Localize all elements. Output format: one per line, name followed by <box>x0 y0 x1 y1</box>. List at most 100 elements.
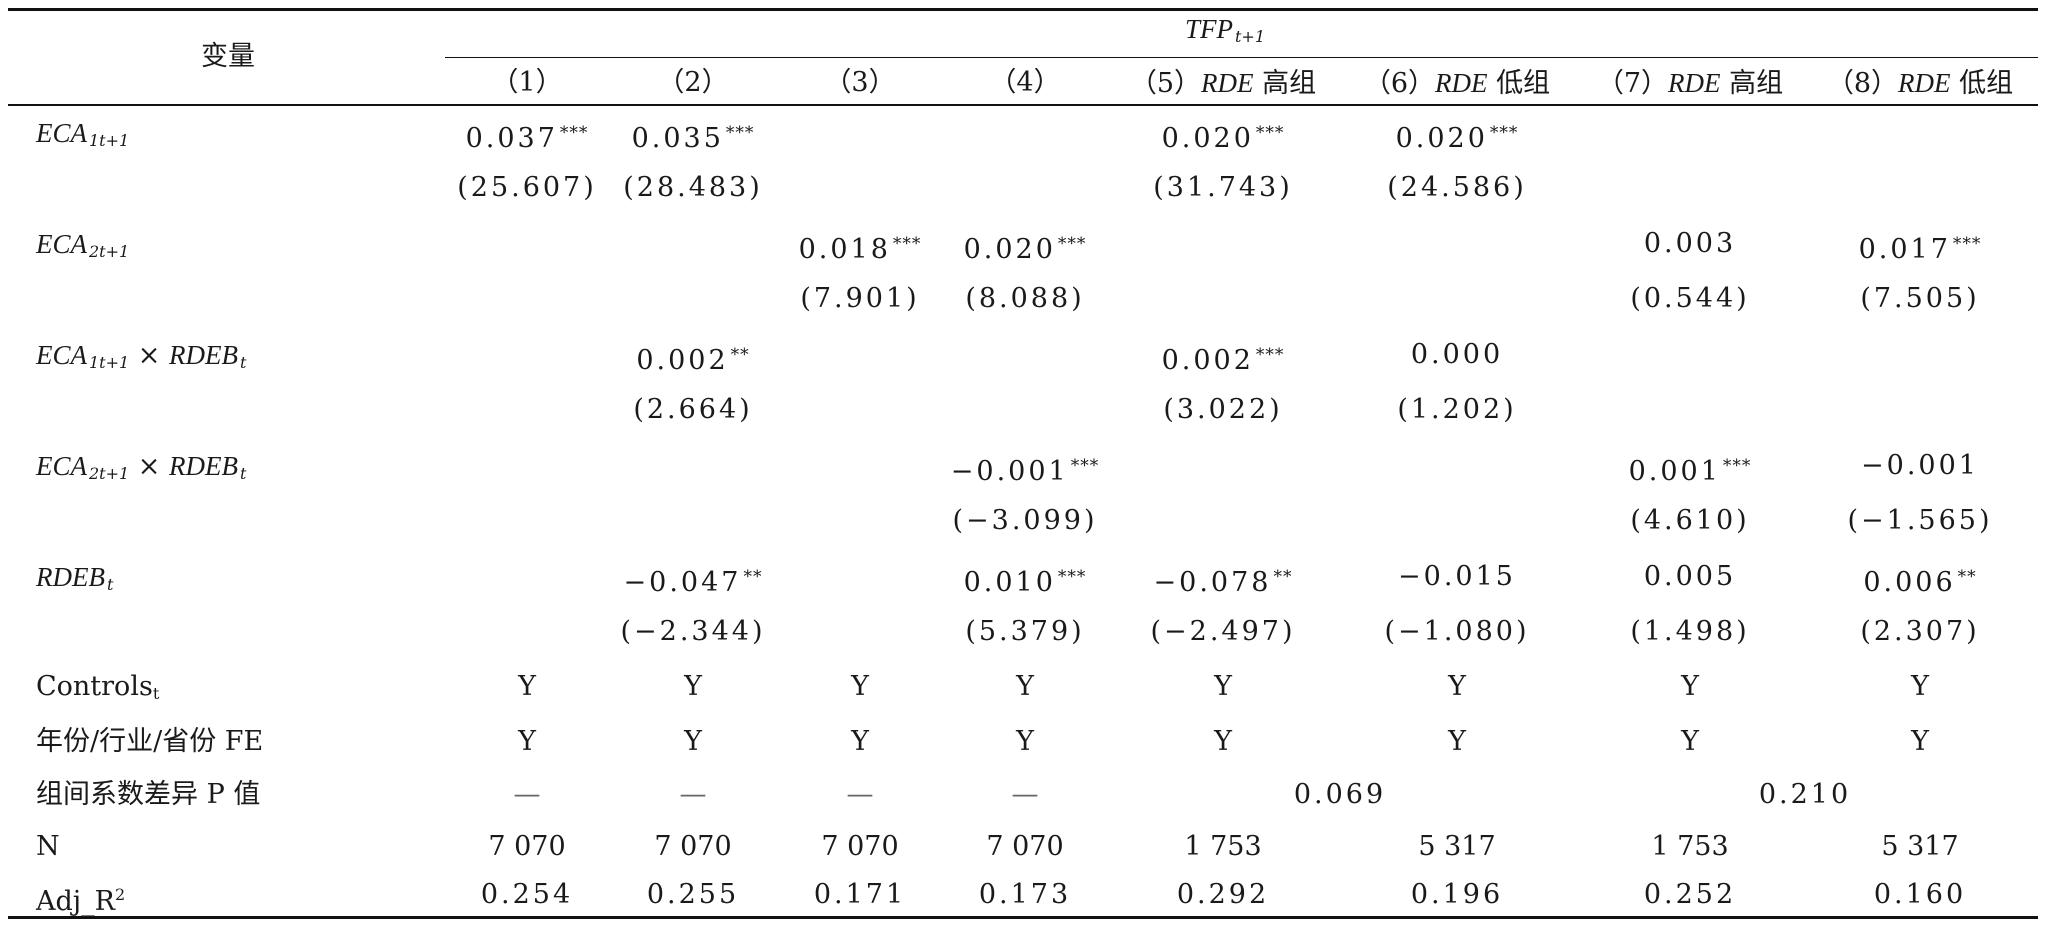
n-cell: 1 753 <box>1184 830 1261 864</box>
coefficient-value: 0.010 <box>963 567 1056 598</box>
pdiff-value: 0.210 <box>1758 779 1852 810</box>
significance-stars: *** <box>1057 567 1087 587</box>
row-label-text-2: RDEB <box>169 451 238 481</box>
significance-stars: *** <box>892 234 922 254</box>
t-statistic-value: (−1.080) <box>1384 616 1530 647</box>
t-statistic-cell: (24.586) <box>1387 171 1527 205</box>
coefficient-cell: 0.001 *** <box>1629 449 1752 489</box>
t-statistic-cell: (4.610) <box>1630 504 1749 538</box>
n-cell: 5 317 <box>1418 830 1495 864</box>
column-header-6: （6）RDE 低组 <box>1364 66 1550 101</box>
controls-value: Y <box>684 671 702 702</box>
coefficient-value: 0.020 <box>1395 123 1488 154</box>
t-statistic-cell: (2.664) <box>633 393 752 427</box>
fe-value: Y <box>1016 726 1034 757</box>
adj-r2-cell: 0.173 <box>979 878 1071 912</box>
row-label-eca1: ECA 1t+1 <box>36 116 129 158</box>
n-value: 7 070 <box>986 831 1064 862</box>
controls-cell: Y <box>518 670 536 704</box>
row-label-text-2: RDEB <box>169 340 238 370</box>
row-label-subscript: 2t+1 <box>89 242 130 261</box>
fe-cell: Y <box>1911 725 1929 759</box>
column-group: 低组 <box>1496 68 1551 99</box>
t-statistic-cell: (25.607) <box>457 171 597 205</box>
t-statistic-cell: (−1.080) <box>1385 615 1530 649</box>
column-group: 低组 <box>1959 68 2014 99</box>
row-label-superscript: 2 <box>114 885 126 904</box>
column-number: （3） <box>824 67 896 98</box>
controls-cell: Y <box>1016 670 1034 704</box>
column-number: （7） <box>1596 68 1669 99</box>
t-statistic-value: (−2.497) <box>1150 616 1296 647</box>
n-cell: 7 070 <box>821 830 898 864</box>
row-label-text: Controls <box>36 671 153 702</box>
row-label-controls: Controlst <box>36 670 159 711</box>
adj-r2-cell: 0.252 <box>1644 878 1736 912</box>
pdiff-dash-cell: — <box>680 778 707 812</box>
top-rule <box>8 8 2038 11</box>
adj-r2-value: 0.254 <box>480 879 574 910</box>
t-statistic-value: (1.202) <box>1397 394 1517 425</box>
times-sign: × <box>129 451 169 482</box>
coefficient-value: 0.006 <box>1863 567 1956 598</box>
controls-cell: Y <box>1448 670 1466 704</box>
coefficient-value: 0.017 <box>1858 234 1951 265</box>
row-label-text: RDEB <box>36 562 105 592</box>
coefficient-value: 0.020 <box>1161 123 1254 154</box>
adj-r2-value: 0.252 <box>1643 879 1737 910</box>
controls-value: Y <box>1448 671 1466 702</box>
fe-value: Y <box>1214 726 1232 757</box>
row-label-subscript: t <box>106 575 114 594</box>
t-statistic-value: (2.664) <box>633 394 753 425</box>
column-number: （1） <box>491 67 563 98</box>
adj-r2-cell: 0.254 <box>481 878 573 912</box>
coefficient-cell: 0.035 *** <box>632 116 755 156</box>
column-number: （4） <box>989 67 1061 98</box>
t-statistic-cell: (7.505) <box>1860 282 1979 316</box>
n-value: 5 317 <box>1418 831 1496 862</box>
significance-stars: *** <box>1722 456 1752 476</box>
significance-stars: *** <box>1255 123 1285 143</box>
row-label-text: ECA <box>36 340 87 370</box>
t-statistic-value: (−1.565) <box>1847 505 1993 536</box>
controls-value: Y <box>1911 671 1929 702</box>
column-number: （6） <box>1363 68 1436 99</box>
t-statistic-cell: (3.022) <box>1163 393 1282 427</box>
fe-cell: Y <box>684 725 702 759</box>
coefficient-value: −0.001 <box>950 456 1069 487</box>
pdiff-dash: — <box>513 779 541 810</box>
t-statistic-cell: (−1.565) <box>1848 504 1993 538</box>
coefficient-cell: 0.002 *** <box>1162 338 1285 378</box>
significance-stars: ** <box>730 345 750 365</box>
coefficient-value: −0.047 <box>623 567 742 598</box>
significance-stars: *** <box>559 123 589 143</box>
pdiff-cell-7-8: 0.210 <box>1759 778 1851 812</box>
column-header-4: （4） <box>989 66 1060 100</box>
controls-cell: Y <box>1681 670 1699 704</box>
controls-value: Y <box>851 671 869 702</box>
fe-value: Y <box>684 726 702 757</box>
t-statistic-cell: (−3.099) <box>953 504 1098 538</box>
column-header-2: （2） <box>657 66 728 100</box>
header-rule <box>8 104 2038 106</box>
fe-cell: Y <box>1214 725 1232 759</box>
column-rde: RDE <box>1435 68 1488 98</box>
coefficient-value: −0.001 <box>1861 450 1979 481</box>
t-statistic-cell: (−2.344) <box>621 615 766 649</box>
row-label-rdeb: RDEB t <box>36 560 113 602</box>
fe-cell: Y <box>518 725 536 759</box>
column-header-5: （5）RDE 高组 <box>1130 66 1316 101</box>
coefficient-cell: 0.020 *** <box>1162 116 1285 156</box>
variable-header: 变量 <box>201 41 255 72</box>
n-value: 7 070 <box>488 831 566 862</box>
adj-r2-cell: 0.292 <box>1177 878 1269 912</box>
pdiff-dash: — <box>1011 779 1039 810</box>
row-label-subscript: t <box>152 684 160 703</box>
n-cell: 5 317 <box>1881 830 1958 864</box>
coefficient-cell: −0.001 <box>1861 449 1979 483</box>
coefficient-cell: 0.018 *** <box>799 227 922 267</box>
adj-r2-cell: 0.255 <box>647 878 739 912</box>
t-statistic-cell: (1.202) <box>1397 393 1516 427</box>
column-header-1: （1） <box>491 66 562 100</box>
row-label-eca2: ECA 2t+1 <box>36 227 129 269</box>
